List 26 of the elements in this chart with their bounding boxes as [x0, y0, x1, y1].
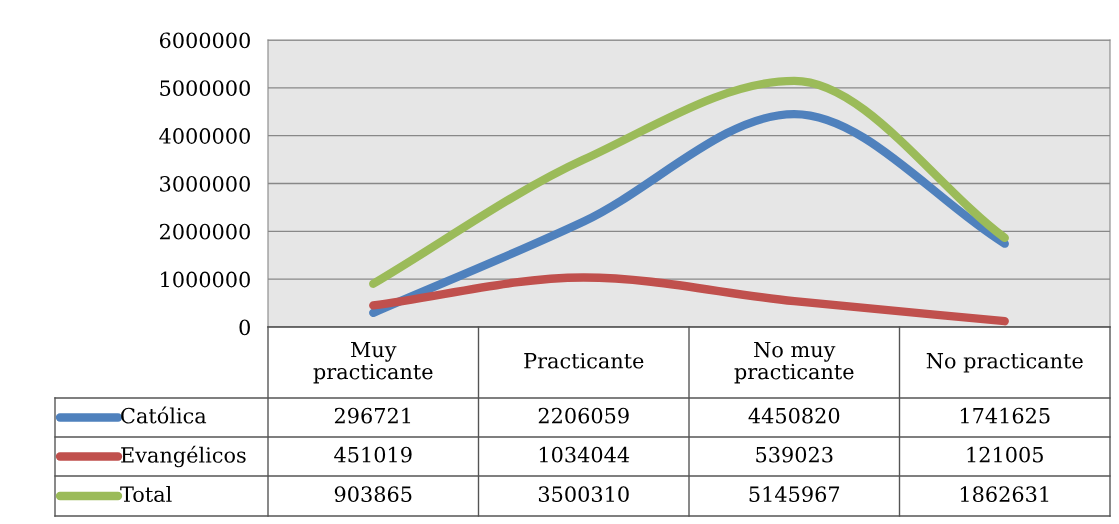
data-label: 5145967 [749, 486, 840, 503]
data-label: 1034044 [539, 446, 630, 463]
data-label: 451019 [334, 446, 412, 463]
y-tick-label: 0 [239, 319, 250, 336]
y-tick-label: 2000000 [159, 223, 250, 240]
data-label: 296721 [334, 407, 411, 424]
x-tick-label: No muy practicante [734, 341, 854, 384]
y-tick-label: 1000000 [161, 271, 250, 288]
data-label: 539023 [756, 446, 833, 463]
y-tick-label: 5000000 [160, 80, 250, 97]
data-label: 1862631 [960, 486, 1049, 503]
legend-label: Total [120, 485, 172, 503]
legend-label: Católica [121, 406, 207, 424]
data-label: 2206059 [538, 407, 629, 424]
y-tick-label: 4000000 [159, 128, 250, 144]
legend-label: Evangélicos [121, 445, 246, 468]
x-tick-label: No practicante [926, 352, 1083, 373]
y-tick-label: 6000000 [159, 32, 250, 49]
y-tick-label: 3000000 [160, 175, 250, 192]
data-label: 903865 [334, 486, 412, 503]
x-tick-label: Practicante [524, 352, 644, 369]
data-label: 121005 [967, 446, 1043, 463]
data-label: 4450820 [748, 407, 840, 424]
x-tick-label: Muy practicante [313, 341, 433, 384]
data-label: 3500310 [538, 486, 629, 503]
data-label: 1741625 [960, 407, 1050, 424]
